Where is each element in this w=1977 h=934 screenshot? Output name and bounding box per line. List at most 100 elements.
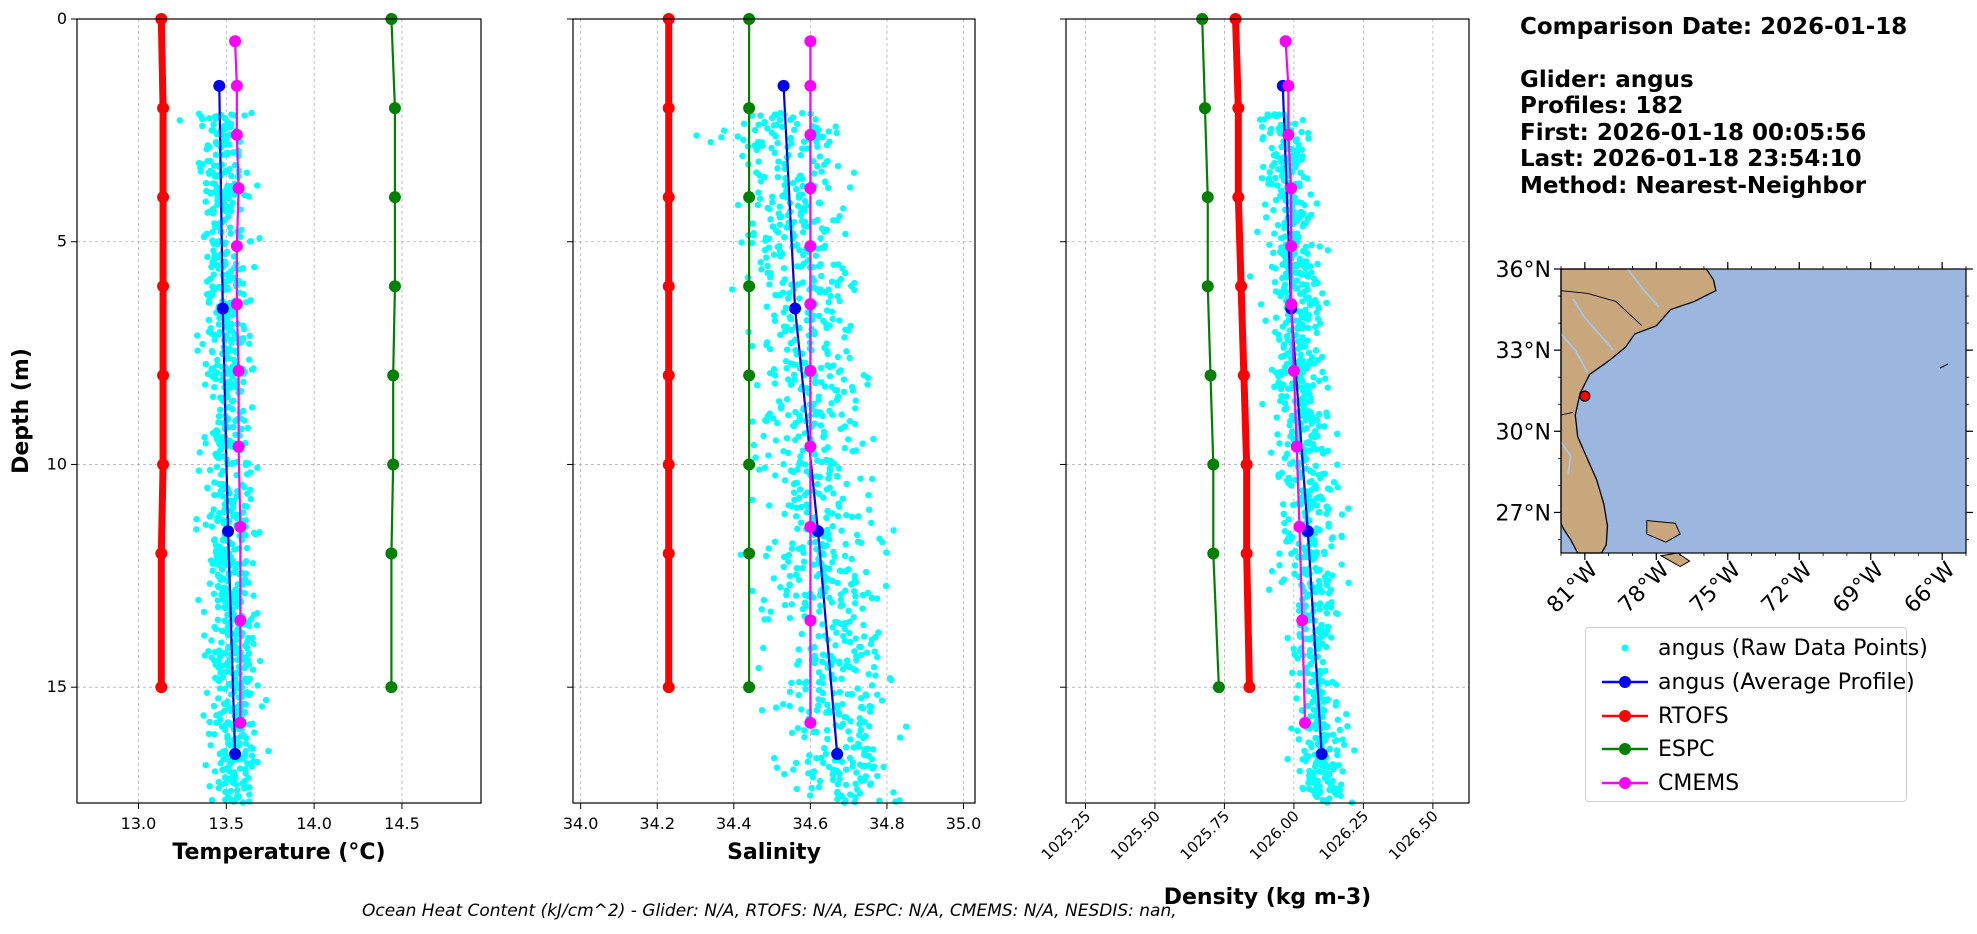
series-point-average: [1315, 748, 1328, 760]
raw-data-point: [239, 334, 247, 342]
raw-data-points: [176, 109, 272, 806]
raw-data-point: [882, 582, 890, 590]
raw-data-point: [211, 731, 218, 738]
raw-data-point: [244, 424, 251, 432]
raw-data-point: [770, 365, 778, 373]
raw-data-point: [1281, 252, 1288, 259]
raw-data-point: [196, 449, 203, 456]
raw-data-point: [798, 630, 805, 638]
raw-data-point: [211, 113, 219, 121]
raw-data-point: [208, 654, 215, 661]
legend-rtofs-label: RTOFS: [1658, 704, 1729, 729]
raw-data-point: [817, 235, 824, 242]
raw-data-point: [243, 169, 250, 176]
raw-data-point: [810, 768, 818, 775]
legend-raw-marker: [1621, 644, 1629, 652]
raw-data-point: [231, 590, 238, 597]
raw-data-point: [871, 648, 878, 655]
raw-data-point: [750, 231, 757, 239]
raw-data-point: [823, 542, 830, 549]
raw-data-point: [852, 780, 859, 788]
raw-data-point: [790, 489, 798, 496]
raw-data-point: [748, 239, 756, 247]
raw-data-point: [229, 149, 237, 156]
raw-data-point: [845, 629, 853, 637]
raw-data-point: [1270, 249, 1277, 257]
raw-data-point: [1340, 741, 1348, 749]
raw-data-point: [823, 307, 831, 314]
raw-data-point: [818, 225, 826, 232]
raw-data-point: [802, 686, 809, 693]
raw-data-point: [814, 163, 821, 170]
comparison-date: Comparison Date: 2026-01-18: [1520, 14, 1908, 40]
series-point-cmems: [1285, 182, 1298, 195]
raw-data-point: [1292, 211, 1299, 218]
raw-data-point: [749, 587, 756, 595]
raw-data-point: [220, 131, 227, 139]
raw-data-point: [753, 381, 761, 389]
raw-data-point: [1289, 501, 1297, 509]
legend-entry-average: angus (Average Profile): [1586, 667, 1915, 697]
raw-data-point: [219, 467, 227, 475]
raw-data-point: [833, 472, 841, 480]
lon-tick-label: 69°W: [1828, 557, 1889, 618]
raw-data-point: [215, 413, 223, 420]
raw-data-point: [801, 491, 809, 499]
series-point-cmems: [1285, 240, 1298, 253]
raw-data-point: [1274, 431, 1281, 438]
raw-data-point: [861, 763, 868, 770]
raw-data-point: [217, 394, 224, 401]
raw-data-point: [217, 446, 224, 453]
raw-data-point: [826, 536, 833, 543]
raw-data-point: [1278, 172, 1286, 179]
raw-data-point: [797, 519, 805, 526]
series-espc: [385, 13, 401, 694]
raw-data-point: [1316, 526, 1323, 534]
raw-data-point: [838, 675, 845, 682]
raw-data-point: [211, 286, 218, 293]
legend-entry-rtofs: RTOFS: [1586, 701, 1906, 731]
raw-data-point: [795, 691, 802, 699]
raw-data-point: [1324, 485, 1332, 492]
raw-data-point: [780, 553, 788, 561]
raw-data-point: [1311, 428, 1319, 435]
raw-data-point: [210, 162, 218, 169]
raw-data-point: [890, 789, 897, 796]
raw-data-point: [870, 435, 877, 443]
raw-data-point: [1285, 479, 1292, 487]
series-point-cmems: [230, 128, 243, 141]
raw-data-point: [756, 466, 763, 473]
raw-data-point: [864, 589, 872, 597]
series-point-average: [831, 748, 844, 760]
raw-data-point: [249, 666, 257, 673]
raw-data-point: [865, 491, 872, 499]
raw-data-point: [202, 761, 209, 769]
raw-data-point: [818, 379, 825, 386]
raw-data-point: [215, 657, 222, 664]
raw-data-point: [1303, 281, 1310, 288]
raw-data-point: [766, 370, 774, 377]
raw-data-point: [1261, 201, 1269, 208]
raw-data-point: [764, 125, 771, 132]
raw-data-point: [821, 432, 828, 439]
raw-data-point: [199, 115, 206, 123]
raw-data-point: [868, 519, 875, 527]
raw-data-point: [842, 326, 849, 333]
raw-data-point: [814, 702, 822, 709]
raw-data-point: [737, 551, 745, 558]
raw-data-point: [806, 792, 814, 799]
series-line-rtofs: [1232, 18, 1253, 688]
raw-data-point: [842, 766, 850, 773]
raw-data-point: [775, 158, 782, 165]
raw-data-point: [781, 328, 789, 335]
raw-data-point: [254, 182, 261, 189]
raw-data-point: [793, 504, 800, 512]
raw-data-point: [1291, 570, 1298, 578]
lon-tick-label: 81°W: [1542, 557, 1603, 618]
raw-data-point: [792, 408, 799, 416]
raw-data-point: [770, 575, 777, 582]
raw-data-point: [197, 168, 204, 175]
raw-data-point: [221, 555, 228, 563]
raw-data-point: [1319, 658, 1326, 666]
series-point-cmems: [804, 440, 817, 453]
